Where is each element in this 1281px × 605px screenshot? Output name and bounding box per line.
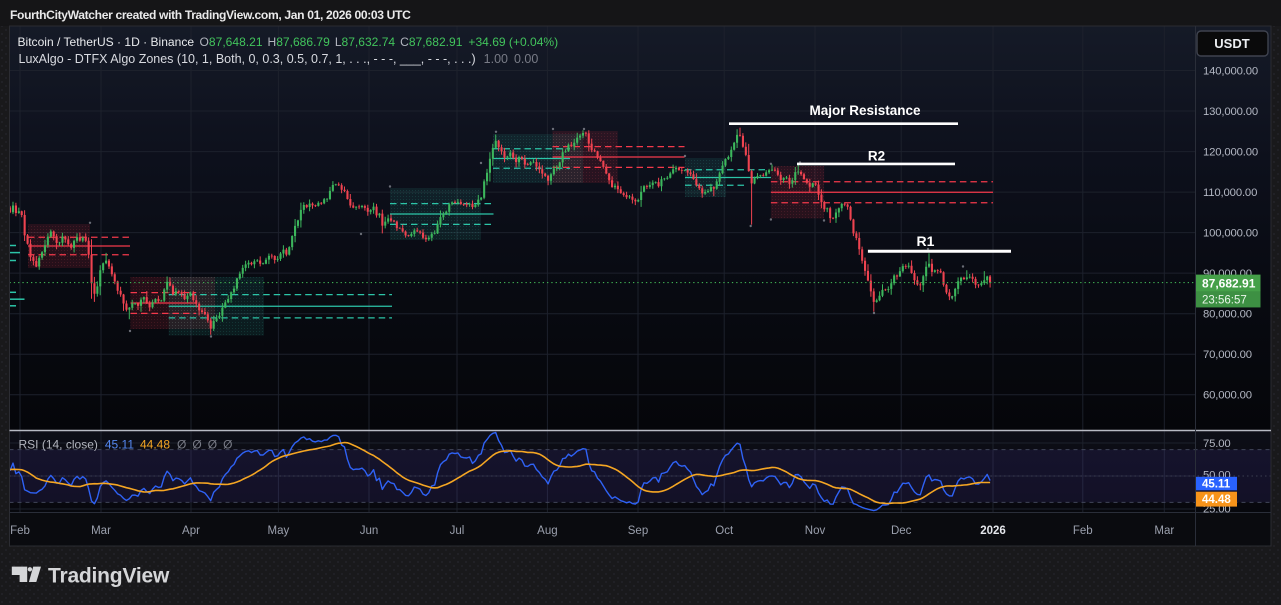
svg-text:70,000.00: 70,000.00: [1203, 349, 1252, 361]
svg-text:FourthCityWatcher created with: FourthCityWatcher created with TradingVi…: [10, 8, 411, 22]
svg-text:Dec: Dec: [891, 525, 912, 537]
svg-text:Sep: Sep: [628, 525, 648, 537]
svg-text:Apr: Apr: [182, 525, 200, 537]
svg-text:60,000.00: 60,000.00: [1203, 390, 1252, 402]
svg-text:44.48: 44.48: [1202, 494, 1231, 506]
svg-text:Oct: Oct: [715, 525, 734, 537]
svg-text:75.00: 75.00: [1203, 438, 1231, 450]
svg-text:45.11: 45.11: [1202, 479, 1231, 491]
svg-text:100,000.00: 100,000.00: [1203, 228, 1258, 240]
svg-text:120,000.00: 120,000.00: [1203, 147, 1258, 159]
svg-text:LuxAlgo - DTFX Algo Zones (10,: LuxAlgo - DTFX Algo Zones (10, 1, Both, …: [19, 52, 539, 66]
svg-text:R2: R2: [868, 149, 885, 164]
svg-text:140,000.00: 140,000.00: [1203, 66, 1258, 78]
svg-text:Mar: Mar: [91, 525, 111, 537]
svg-text:80,000.00: 80,000.00: [1203, 309, 1252, 321]
svg-text:130,000.00: 130,000.00: [1203, 106, 1258, 118]
svg-text:23:56:57: 23:56:57: [1202, 295, 1247, 307]
svg-text:Feb: Feb: [10, 525, 30, 537]
svg-text:Jun: Jun: [360, 525, 379, 537]
svg-text:87,682.91: 87,682.91: [1202, 277, 1256, 291]
svg-text:TradingView: TradingView: [48, 565, 170, 588]
svg-text:R1: R1: [917, 233, 935, 249]
svg-text:Nov: Nov: [805, 525, 826, 537]
svg-text:2026: 2026: [980, 525, 1006, 537]
svg-text:Bitcoin / TetherUS · 1D · Bina: Bitcoin / TetherUS · 1D · Binance O87,648…: [18, 35, 559, 49]
svg-text:Feb: Feb: [1073, 525, 1093, 537]
svg-text:110,000.00: 110,000.00: [1203, 187, 1257, 199]
svg-text:Jul: Jul: [450, 525, 465, 537]
svg-text:Mar: Mar: [1154, 525, 1174, 537]
svg-text:USDT: USDT: [1214, 36, 1249, 51]
svg-text:Major Resistance: Major Resistance: [809, 103, 921, 118]
svg-text:May: May: [268, 525, 290, 537]
svg-text:Aug: Aug: [537, 525, 557, 537]
